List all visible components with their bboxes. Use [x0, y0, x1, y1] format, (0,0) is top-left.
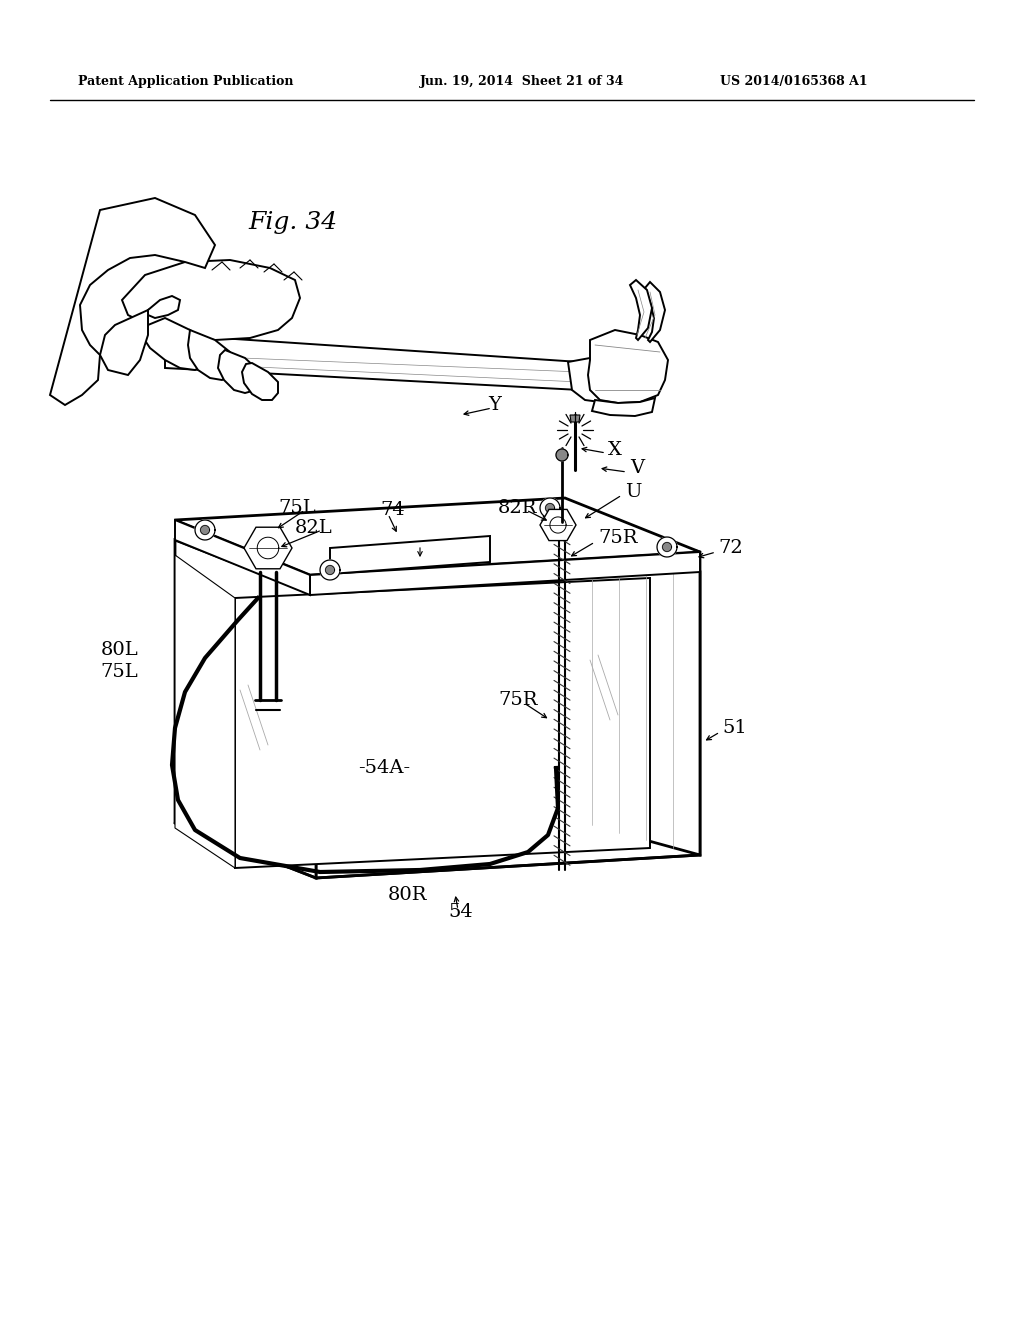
- Polygon shape: [175, 554, 234, 869]
- Polygon shape: [630, 280, 652, 341]
- Text: U: U: [625, 483, 641, 502]
- Polygon shape: [592, 399, 655, 416]
- Polygon shape: [175, 540, 316, 878]
- Polygon shape: [234, 578, 650, 869]
- Text: X: X: [608, 441, 622, 459]
- Polygon shape: [657, 537, 677, 557]
- Text: 82R: 82R: [498, 499, 538, 517]
- Polygon shape: [142, 318, 210, 370]
- Polygon shape: [242, 363, 278, 400]
- Polygon shape: [540, 510, 575, 541]
- Polygon shape: [326, 565, 335, 574]
- Text: -54A-: -54A-: [358, 759, 411, 777]
- Polygon shape: [218, 350, 260, 393]
- Polygon shape: [148, 296, 180, 318]
- Text: 51: 51: [722, 719, 746, 737]
- Text: Patent Application Publication: Patent Application Publication: [78, 75, 294, 88]
- Text: 72: 72: [718, 539, 742, 557]
- Text: 54: 54: [449, 903, 473, 921]
- Polygon shape: [588, 330, 668, 403]
- Polygon shape: [565, 515, 700, 855]
- Text: 80L: 80L: [100, 642, 138, 659]
- Polygon shape: [257, 537, 279, 558]
- Polygon shape: [321, 560, 340, 579]
- Polygon shape: [570, 414, 580, 422]
- Text: Y: Y: [488, 396, 501, 414]
- Text: Jun. 19, 2014  Sheet 21 of 34: Jun. 19, 2014 Sheet 21 of 34: [420, 75, 625, 88]
- Polygon shape: [188, 330, 234, 380]
- Polygon shape: [568, 358, 610, 403]
- Polygon shape: [546, 503, 555, 512]
- Text: US 2014/0165368 A1: US 2014/0165368 A1: [720, 75, 867, 88]
- Polygon shape: [316, 572, 700, 878]
- Polygon shape: [244, 527, 292, 569]
- Polygon shape: [201, 525, 210, 535]
- Polygon shape: [540, 498, 560, 517]
- Text: 80R: 80R: [388, 886, 427, 904]
- Polygon shape: [550, 517, 566, 533]
- Polygon shape: [556, 449, 568, 461]
- Text: Fig. 34: Fig. 34: [248, 210, 337, 234]
- Text: V: V: [630, 459, 644, 477]
- Polygon shape: [165, 335, 590, 389]
- Text: 82L: 82L: [295, 519, 333, 537]
- Text: 75R: 75R: [498, 690, 538, 709]
- Text: 75L: 75L: [100, 663, 138, 681]
- Text: 75R: 75R: [598, 529, 638, 546]
- Polygon shape: [330, 536, 490, 574]
- Text: 75L: 75L: [278, 499, 315, 517]
- Polygon shape: [122, 260, 300, 341]
- Polygon shape: [100, 310, 148, 375]
- Polygon shape: [195, 520, 215, 540]
- Polygon shape: [175, 520, 310, 595]
- Text: 74: 74: [380, 502, 404, 519]
- Polygon shape: [645, 282, 665, 342]
- Polygon shape: [50, 198, 215, 405]
- Polygon shape: [310, 552, 700, 595]
- Polygon shape: [663, 543, 672, 552]
- Polygon shape: [175, 498, 700, 576]
